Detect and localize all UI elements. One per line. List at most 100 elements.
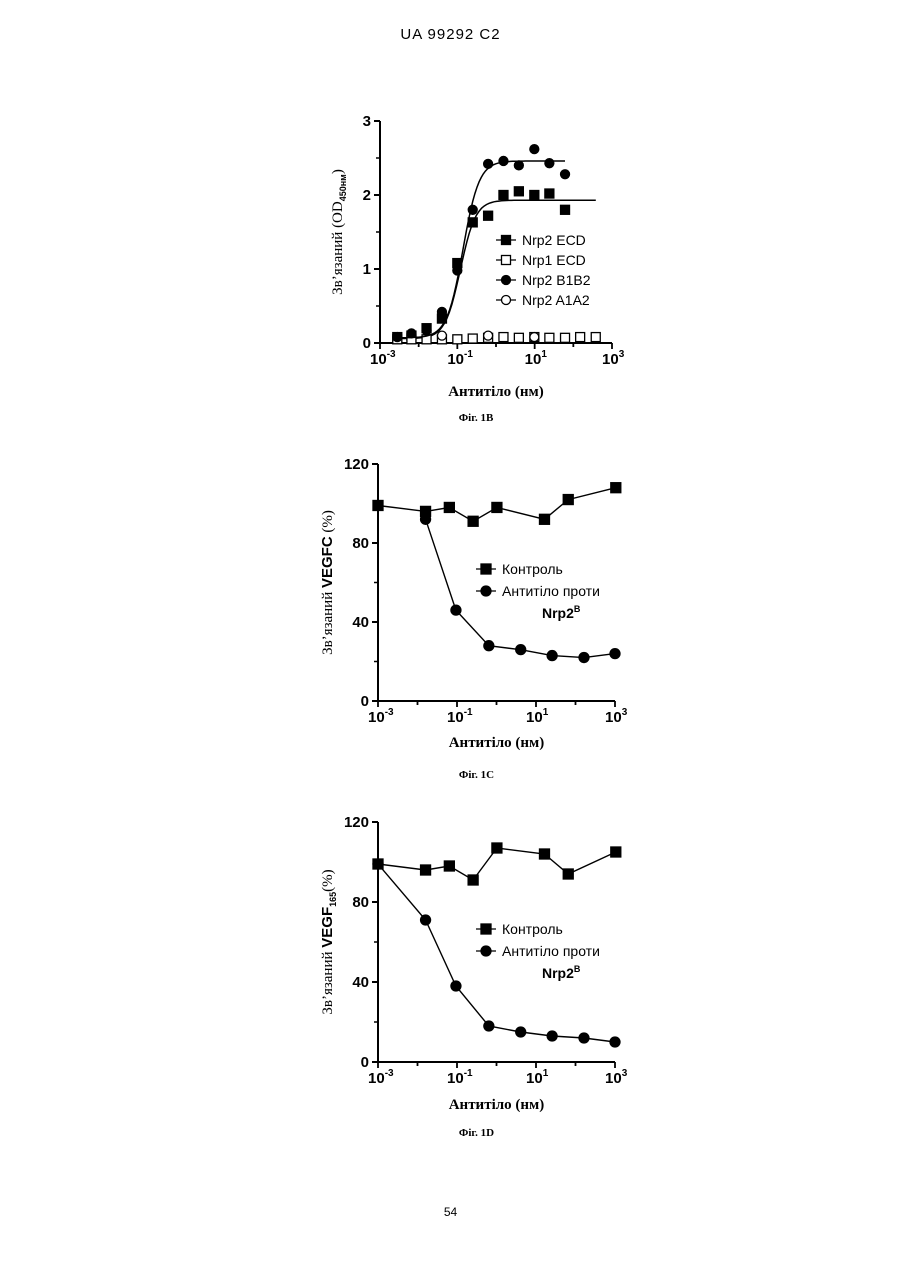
y-tick-label: 0 — [361, 693, 369, 710]
x-tick-label: 101 — [525, 349, 548, 368]
data-point — [576, 333, 585, 342]
data-point — [611, 847, 621, 857]
y-tick-label: 0 — [363, 335, 371, 352]
fit-curve — [397, 161, 565, 338]
data-point — [530, 333, 539, 342]
data-point — [499, 333, 508, 342]
data-point — [547, 651, 557, 661]
data-point — [563, 869, 573, 879]
data-point — [484, 331, 493, 340]
y-tick-label: 2 — [363, 187, 371, 204]
data-point — [468, 218, 477, 227]
data-point — [468, 205, 477, 214]
x-tick-label: 10-1 — [447, 707, 473, 726]
y-tick-label: 120 — [344, 456, 369, 473]
data-point — [561, 205, 570, 214]
legend-label: Nrp2 ECD — [522, 232, 586, 248]
data-point — [539, 514, 549, 524]
data-point — [484, 211, 493, 220]
series-0 — [373, 843, 621, 885]
data-point — [563, 495, 573, 505]
y-axis-label: Зв’язаний VEGF165(%) — [319, 869, 338, 1014]
data-point — [421, 514, 431, 524]
data-point — [561, 170, 570, 179]
legend-marker — [481, 586, 491, 596]
fit-curve — [397, 200, 596, 338]
chart-fig-1c: 0408012010-310-1101103Антитіло (нм)Зв’яз… — [300, 450, 660, 785]
figure-caption: Фіг. 1В — [459, 412, 494, 424]
data-point — [421, 915, 431, 925]
data-point — [453, 335, 462, 344]
legend-label: Nrp2B — [542, 964, 581, 981]
legend: Контроль Антитіло проти Nrp2B — [476, 561, 600, 621]
y-tick-label: 0 — [361, 1054, 369, 1071]
x-tick-label: 10-3 — [368, 1068, 394, 1087]
x-tick-label: 10-1 — [447, 349, 473, 368]
data-point — [530, 145, 539, 154]
data-point — [561, 333, 570, 342]
data-point — [437, 307, 446, 316]
data-point — [453, 266, 462, 275]
data-point — [545, 333, 554, 342]
data-point — [492, 502, 502, 512]
legend-label: Антитіло проти — [502, 583, 600, 599]
legend-marker — [481, 564, 491, 574]
data-point — [530, 191, 539, 200]
data-point — [610, 649, 620, 659]
y-tick-label: 80 — [352, 535, 369, 552]
x-axis-label: Антитіло (нм) — [449, 1097, 545, 1113]
y-tick-label: 40 — [352, 974, 369, 991]
data-point — [444, 502, 454, 512]
legend-label: Контроль — [502, 561, 563, 577]
data-point — [514, 333, 523, 342]
x-axis-label: Антитіло (нм) — [448, 384, 544, 400]
x-tick-label: 103 — [605, 707, 628, 726]
data-point — [514, 187, 523, 196]
data-point — [437, 331, 446, 340]
chart-fig-1b: 012310-310-1101103Антитіло (нм)Зв’язаний… — [310, 105, 640, 430]
data-point — [611, 483, 621, 493]
y-tick-label: 1 — [363, 261, 371, 278]
legend-label: Антитіло проти — [502, 943, 600, 959]
legend-label: Nrp2 B1B2 — [522, 272, 591, 288]
legend-label: Nrp2B — [542, 604, 581, 621]
data-point — [610, 1037, 620, 1047]
data-point — [451, 981, 461, 991]
data-point — [468, 875, 478, 885]
legend: Nrp2 ECDNrp1 ECDNrp2 B1B2Nrp2 A1A2 — [496, 232, 591, 308]
data-point — [499, 191, 508, 200]
x-tick-label: 10-3 — [368, 707, 394, 726]
x-tick-label: 101 — [526, 1068, 549, 1087]
data-point — [373, 859, 383, 869]
legend-marker — [502, 296, 511, 305]
page-number: 54 — [0, 1205, 901, 1219]
x-tick-label: 10-1 — [447, 1068, 473, 1087]
y-tick-label: 40 — [352, 614, 369, 631]
figure-caption: Фіг. 1D — [459, 1127, 494, 1139]
data-point — [591, 333, 600, 342]
y-axis-label: Зв’язаний VEGFC (%) — [319, 510, 336, 655]
y-tick-label: 3 — [363, 113, 371, 130]
data-point — [499, 156, 508, 165]
legend: Контроль Антитіло проти Nrp2B — [476, 921, 600, 981]
data-point — [407, 329, 416, 338]
data-point — [516, 1027, 526, 1037]
document-header: UA 99292 C2 — [0, 26, 901, 43]
data-point — [444, 861, 454, 871]
data-point — [514, 161, 523, 170]
y-tick-label: 120 — [344, 814, 369, 831]
legend-label: Контроль — [502, 921, 563, 937]
data-point — [545, 189, 554, 198]
y-tick-label: 80 — [352, 894, 369, 911]
data-point — [484, 159, 493, 168]
data-point — [421, 865, 431, 875]
data-point — [422, 326, 431, 335]
x-tick-label: 103 — [605, 1068, 628, 1087]
series-0 — [373, 483, 621, 527]
figure-caption: Фіг. 1С — [459, 769, 494, 781]
data-point — [539, 849, 549, 859]
data-point — [579, 1033, 589, 1043]
data-point — [451, 605, 461, 615]
data-point — [516, 645, 526, 655]
y-axis-label: Зв’язаний (OD450нм) — [330, 169, 348, 295]
